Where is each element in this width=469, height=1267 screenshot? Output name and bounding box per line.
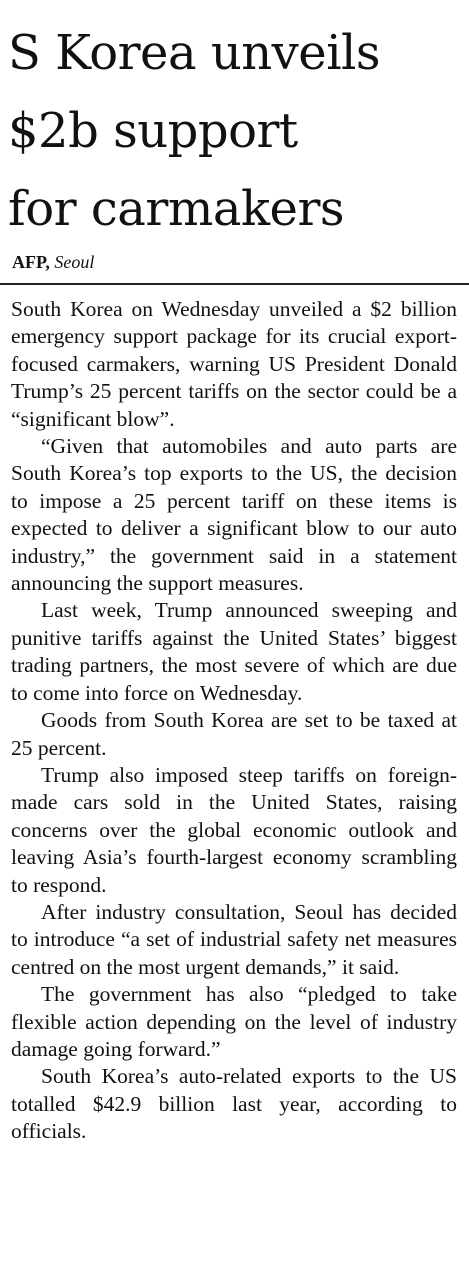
article-paragraph-2: “Given that automobiles and auto parts a…	[11, 434, 457, 596]
byline-place: Seoul	[54, 252, 95, 272]
byline: AFP, Seoul	[12, 250, 94, 274]
article-paragraph-8: South Korea’s auto-related exports to th…	[11, 1064, 457, 1144]
article-paragraph-3: Last week, Trump announced sweeping and …	[11, 598, 457, 705]
article-paragraph-1: South Korea on Wednesday unveiled a $2 b…	[11, 297, 457, 431]
headline-line-1: S Korea unveils	[8, 25, 381, 81]
headline-line-3: for carmakers	[8, 181, 345, 237]
article-paragraph-4: Goods from South Korea are set to be tax…	[11, 708, 457, 760]
article-paragraph-6: After industry consultation, Seoul has d…	[11, 899, 457, 979]
article-paragraph-5: Trump also imposed steep tariffs on fore…	[11, 762, 457, 897]
article-body: South Korea on Wednesday unveiled a $2 b…	[11, 296, 457, 1146]
headline-line-2: $2b support	[8, 103, 298, 159]
byline-agency: AFP,	[12, 252, 50, 272]
article-paragraph-7: The government has also “pledged to take…	[11, 982, 457, 1061]
headline: S Korea unveils $2b support for carmaker…	[8, 14, 463, 248]
byline-divider	[0, 283, 469, 285]
